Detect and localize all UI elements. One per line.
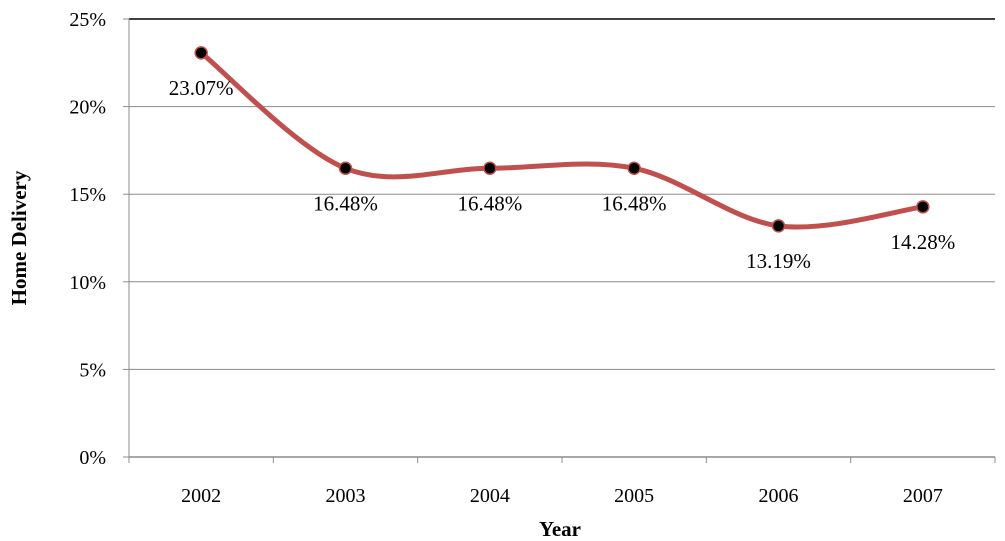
data-label: 23.07% [169, 76, 234, 100]
data-label: 13.19% [746, 249, 811, 273]
data-points [194, 46, 930, 233]
data-point [338, 161, 353, 176]
x-tick-label: 2005 [614, 485, 654, 507]
x-tick-labels: 2002 2003 2004 2005 2006 2007 [181, 485, 943, 507]
y-tick-label: 20% [69, 97, 106, 119]
x-tick-label: 2004 [470, 485, 510, 507]
y-tick-label: 10% [69, 272, 106, 294]
y-axis-title: Home Delivery [7, 170, 31, 305]
y-tick-label: 25% [69, 9, 106, 31]
y-tick-label: 5% [79, 359, 106, 381]
data-point [194, 46, 208, 60]
data-point [771, 219, 786, 233]
x-tick-label: 2002 [181, 485, 221, 507]
x-axis-title: Year [539, 517, 581, 541]
data-label: 16.48% [602, 191, 667, 215]
data-point [916, 200, 930, 214]
y-tick-label: 0% [79, 447, 106, 469]
data-labels: 23.07% 16.48% 16.48% 16.48% 13.19% 14.28% [169, 76, 955, 273]
y-tick-label: 15% [69, 184, 106, 206]
data-point [627, 161, 641, 176]
data-label: 14.28% [890, 230, 955, 254]
x-tick-label: 2003 [326, 485, 366, 507]
x-tick-label: 2006 [759, 485, 799, 507]
x-tick-label: 2007 [903, 485, 943, 507]
y-tick-labels: 0% 5% 10% 15% 20% 25% [69, 9, 106, 469]
series-line [198, 50, 926, 230]
data-label: 16.48% [313, 191, 378, 215]
axes [123, 18, 996, 463]
data-point [483, 161, 497, 176]
gridlines [129, 18, 995, 370]
data-label: 16.48% [457, 191, 522, 215]
